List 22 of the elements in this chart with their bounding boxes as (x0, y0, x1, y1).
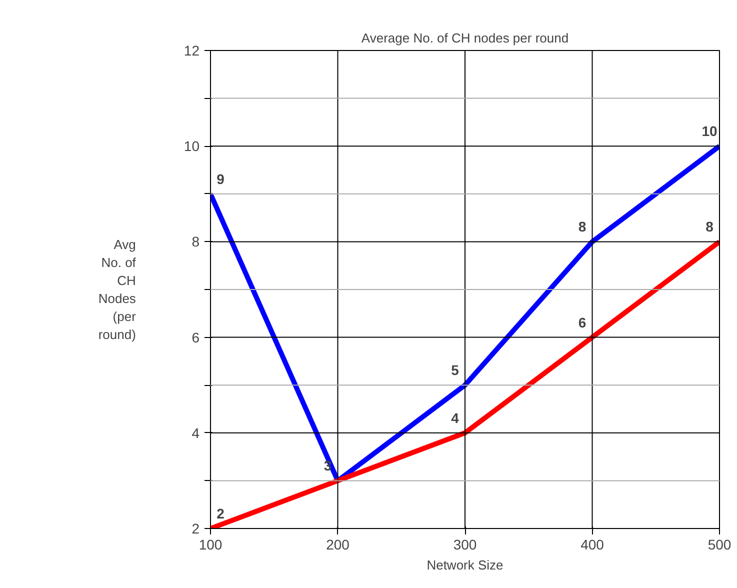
y-tick-label: 6 (192, 329, 200, 346)
data-label: 4 (451, 410, 460, 426)
data-label: 10 (702, 123, 718, 140)
x-tick-label: 500 (708, 536, 732, 552)
data-label: 2 (216, 506, 225, 522)
x-tick-label: 400 (580, 536, 604, 552)
x-tick-label: 100 (198, 536, 222, 552)
y-tick-label: 8 (192, 234, 200, 250)
chart-title: Average No. of CH nodes per round (361, 30, 569, 46)
y-axis-title: Avg No. of CH Nodes (per round) (98, 237, 137, 342)
x-tick-label: 200 (326, 536, 350, 552)
y-tick-label: 2 (192, 520, 200, 536)
data-label: 5 (451, 362, 460, 378)
x-axis-title: Network Size (426, 558, 504, 572)
data-label: 8 (706, 218, 714, 235)
y-tick-label: 12 (184, 42, 200, 58)
data-label: 9 (216, 170, 225, 187)
y-tick-label: 4 (192, 424, 200, 441)
x-tick-label: 300 (453, 536, 477, 552)
y-tick-label: 10 (184, 138, 200, 154)
data-label: 8 (578, 218, 586, 235)
data-label: 6 (578, 314, 586, 330)
